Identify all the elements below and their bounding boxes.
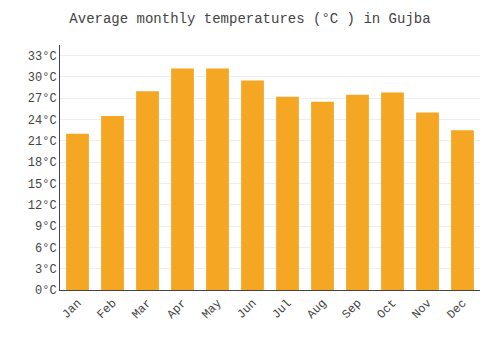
svg-text:Nov: Nov: [409, 297, 434, 322]
svg-text:Feb: Feb: [94, 297, 119, 322]
svg-text:Jun: Jun: [234, 297, 259, 322]
svg-text:Sep: Sep: [339, 297, 364, 322]
svg-text:Aug: Aug: [304, 297, 329, 322]
svg-text:Jul: Jul: [269, 297, 294, 322]
svg-text:0°C: 0°C: [35, 284, 57, 298]
svg-text:12°C: 12°C: [28, 199, 57, 213]
svg-text:May: May: [199, 297, 224, 322]
svg-text:21°C: 21°C: [28, 135, 57, 149]
svg-text:9°C: 9°C: [35, 220, 57, 234]
svg-text:24°C: 24°C: [28, 114, 57, 128]
svg-text:Average monthly temperatures (: Average monthly temperatures (°C ) in Gu…: [69, 11, 430, 27]
svg-text:Apr: Apr: [164, 297, 189, 322]
svg-text:33°C: 33°C: [28, 50, 57, 64]
svg-text:3°C: 3°C: [35, 263, 57, 277]
svg-text:18°C: 18°C: [28, 156, 57, 170]
svg-text:15°C: 15°C: [28, 178, 57, 192]
svg-text:Mar: Mar: [129, 297, 154, 322]
svg-text:Jan: Jan: [59, 297, 84, 322]
svg-text:Oct: Oct: [374, 297, 399, 322]
svg-text:30°C: 30°C: [28, 71, 57, 85]
svg-text:6°C: 6°C: [35, 242, 57, 256]
svg-text:27°C: 27°C: [28, 92, 57, 106]
svg-text:Dec: Dec: [444, 297, 469, 322]
